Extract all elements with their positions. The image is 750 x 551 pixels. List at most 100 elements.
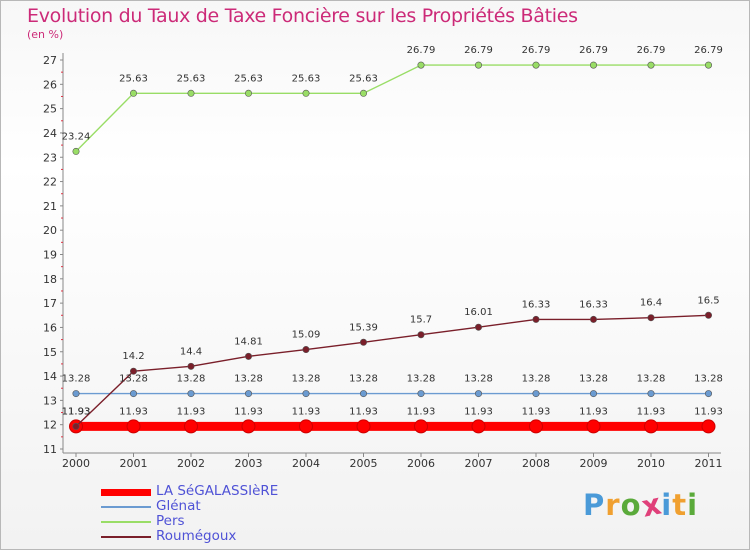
data-point[interactable] <box>704 311 712 319</box>
data-point[interactable] <box>647 314 655 322</box>
data-point[interactable] <box>245 89 253 97</box>
data-point[interactable] <box>701 419 716 434</box>
data-label: 26.79 <box>407 45 436 56</box>
data-point[interactable] <box>414 419 428 434</box>
y-tick-label: 11 <box>43 443 57 456</box>
y-tick-label: 18 <box>43 273 57 286</box>
data-point[interactable] <box>356 419 371 434</box>
proxiti-logo: Proxiti <box>583 486 699 523</box>
data-label: 11.93 <box>579 406 608 417</box>
legend-label: Roumégoux <box>156 528 237 544</box>
data-point[interactable] <box>130 89 138 97</box>
data-point[interactable] <box>532 315 540 323</box>
data-label: 26.79 <box>464 45 493 56</box>
data-point[interactable] <box>359 338 367 346</box>
data-point[interactable] <box>130 367 138 375</box>
data-point[interactable] <box>474 61 482 69</box>
legend-label: Glénat <box>156 498 201 514</box>
x-tick-label: 2001 <box>120 457 148 470</box>
data-label: 11.93 <box>177 406 206 417</box>
data-label: 11.93 <box>62 406 91 417</box>
data-point[interactable] <box>241 419 256 434</box>
data-point[interactable] <box>589 315 597 323</box>
data-label: 15.7 <box>410 315 432 326</box>
data-point[interactable] <box>187 89 195 97</box>
x-tick-label: 2000 <box>62 457 90 470</box>
data-label: 16.5 <box>697 295 719 306</box>
data-point[interactable] <box>72 390 80 398</box>
data-label: 13.28 <box>522 374 551 385</box>
data-point[interactable] <box>471 419 486 434</box>
data-point[interactable] <box>647 390 655 398</box>
data-point[interactable] <box>417 390 425 398</box>
data-label: 25.63 <box>119 73 148 84</box>
data-point[interactable] <box>130 390 138 398</box>
data-point[interactable] <box>245 352 253 360</box>
data-point[interactable] <box>302 346 310 354</box>
data-point[interactable] <box>586 419 601 434</box>
data-label: 25.63 <box>234 73 263 84</box>
y-tick-label: 26 <box>43 78 57 91</box>
data-point[interactable] <box>704 390 712 398</box>
data-label: 13.28 <box>119 374 148 385</box>
data-point[interactable] <box>417 331 425 339</box>
data-label: 11.93 <box>522 406 551 417</box>
legend-swatch <box>101 521 151 523</box>
data-point[interactable] <box>302 89 310 97</box>
data-point[interactable] <box>359 89 367 97</box>
data-point[interactable] <box>72 422 80 430</box>
y-tick-label: 19 <box>43 249 57 262</box>
data-point[interactable] <box>126 419 141 434</box>
data-label: 13.28 <box>292 374 321 385</box>
logo-letter: o <box>620 488 642 522</box>
y-tick-label: 27 <box>43 54 57 67</box>
data-label: 13.28 <box>579 374 608 385</box>
data-point[interactable] <box>474 390 482 398</box>
data-point[interactable] <box>72 147 80 155</box>
data-label: 11.93 <box>62 406 91 417</box>
data-point[interactable] <box>359 390 367 398</box>
y-tick-label: 20 <box>43 224 57 237</box>
data-label: 13.28 <box>637 374 666 385</box>
data-label: 13.28 <box>349 374 378 385</box>
y-tick-label: 12 <box>43 419 57 432</box>
data-point[interactable] <box>187 362 195 370</box>
data-label: 13.28 <box>694 374 723 385</box>
data-point[interactable] <box>589 390 597 398</box>
data-point[interactable] <box>245 390 253 398</box>
y-tick-label: 24 <box>43 127 57 140</box>
legend-label: Pers <box>156 513 185 529</box>
data-point[interactable] <box>474 323 482 331</box>
data-label: 26.79 <box>694 45 723 56</box>
data-label: 26.79 <box>637 45 666 56</box>
chart-title: Evolution du Taux de Taxe Foncière sur l… <box>27 5 578 27</box>
data-label: 26.79 <box>579 45 608 56</box>
data-point[interactable] <box>299 419 313 434</box>
data-point[interactable] <box>532 390 540 398</box>
x-tick-label: 2006 <box>407 457 435 470</box>
data-point[interactable] <box>704 61 712 69</box>
data-point[interactable] <box>589 61 597 69</box>
data-label: 25.63 <box>349 73 378 84</box>
data-label: 11.93 <box>119 406 148 417</box>
data-point[interactable] <box>417 61 425 69</box>
y-axis-unit-label: (en %) <box>27 28 64 41</box>
legend-swatch <box>101 506 151 508</box>
x-tick-label: 2010 <box>637 457 665 470</box>
legend-swatch <box>101 489 151 496</box>
data-label: 11.93 <box>349 406 378 417</box>
logo-letter: r <box>605 488 621 522</box>
logo-letter: i <box>687 488 699 522</box>
data-label: 13.28 <box>177 374 206 385</box>
data-point[interactable] <box>532 61 540 69</box>
data-point[interactable] <box>644 419 658 434</box>
data-label: 14.81 <box>234 336 263 347</box>
data-point[interactable] <box>187 390 195 398</box>
data-point[interactable] <box>529 419 543 434</box>
data-point[interactable] <box>647 61 655 69</box>
data-label: 13.28 <box>62 374 91 385</box>
data-point[interactable] <box>184 419 198 434</box>
data-point[interactable] <box>302 390 310 398</box>
